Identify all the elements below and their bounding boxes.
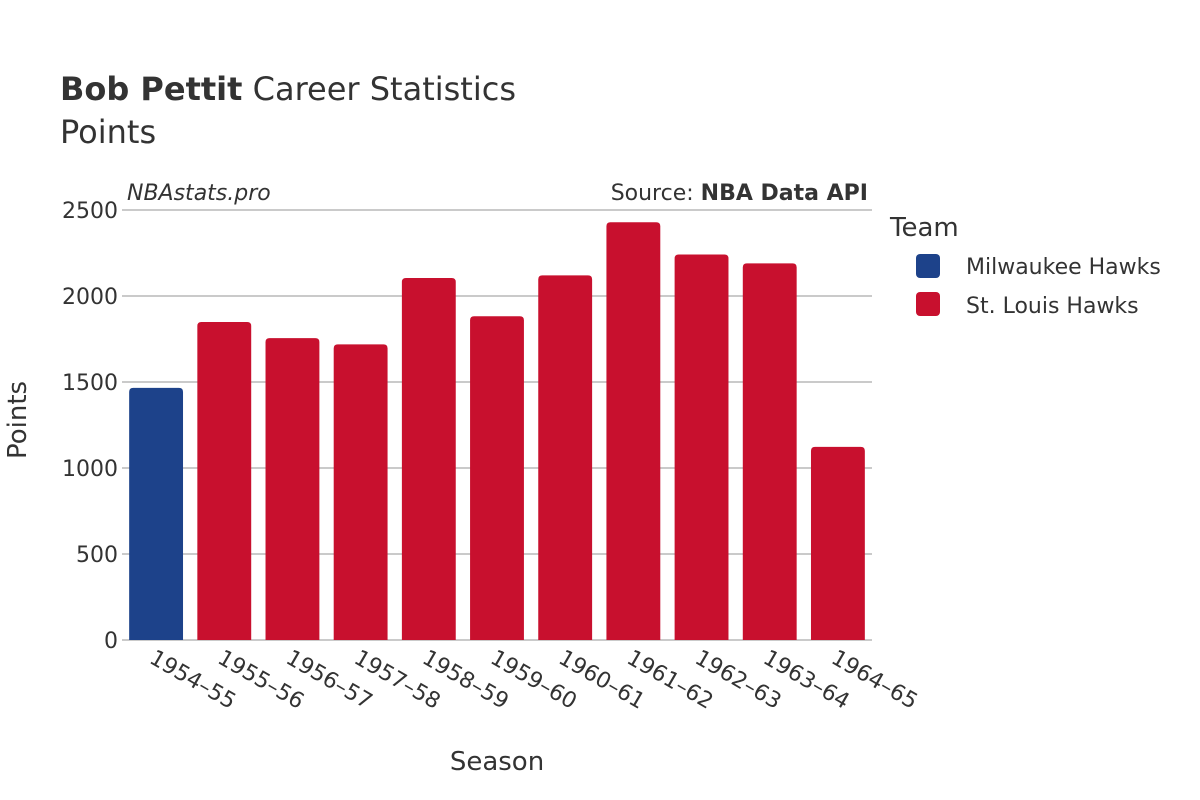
bar-1955-56 (197, 321, 252, 640)
x-axis-title: Season (450, 747, 544, 777)
source-credit: Source: NBA Data API (611, 181, 868, 206)
title-rest: Career Statistics (253, 70, 516, 108)
y-tick-label: 500 (76, 543, 118, 568)
legend-swatch-st-louis-hawks (916, 292, 940, 316)
y-tick-label: 1500 (62, 371, 118, 396)
source-name: NBA Data API (701, 181, 868, 206)
bar-1958-59 (401, 277, 456, 640)
bar-1961-62 (606, 222, 661, 640)
title-spacer (242, 70, 252, 108)
x-axis-ticks: 1954–551955–561956–571957–581958–591959–… (145, 646, 922, 715)
y-axis-ticks: 0 500 1000 1500 2000 2500 (62, 199, 118, 654)
legend-label-milwaukee-hawks: Milwaukee Hawks (966, 255, 1161, 280)
bar-1963-64 (742, 263, 797, 640)
watermark: NBAstats.pro (127, 181, 271, 206)
bar-1957-58 (333, 344, 388, 640)
legend: Team Milwaukee Hawks St. Louis Hawks (889, 213, 1161, 319)
y-tick-label: 2500 (62, 199, 118, 224)
bar-1962-63 (674, 254, 729, 640)
bar-1954-55 (129, 387, 184, 640)
bar-1959-60 (470, 316, 524, 640)
bar-1960-61 (538, 275, 593, 640)
bar-1956-57 (265, 338, 320, 640)
legend-label-st-louis-hawks: St. Louis Hawks (966, 294, 1139, 319)
bar-1964-65 (810, 446, 865, 640)
source-prefix: Source: (611, 181, 701, 206)
player-name: Bob Pettit (60, 70, 242, 108)
y-tick-label: 0 (104, 629, 118, 654)
y-axis-title: Points (3, 381, 33, 459)
legend-title: Team (889, 213, 959, 243)
legend-swatch-milwaukee-hawks (916, 254, 940, 278)
bars (129, 222, 865, 640)
y-tick-label: 1000 (62, 457, 118, 482)
chart-subtitle: Points (60, 113, 156, 151)
chart-title: Bob Pettit Career Statistics (60, 70, 516, 108)
y-tick-label: 2000 (62, 285, 118, 310)
